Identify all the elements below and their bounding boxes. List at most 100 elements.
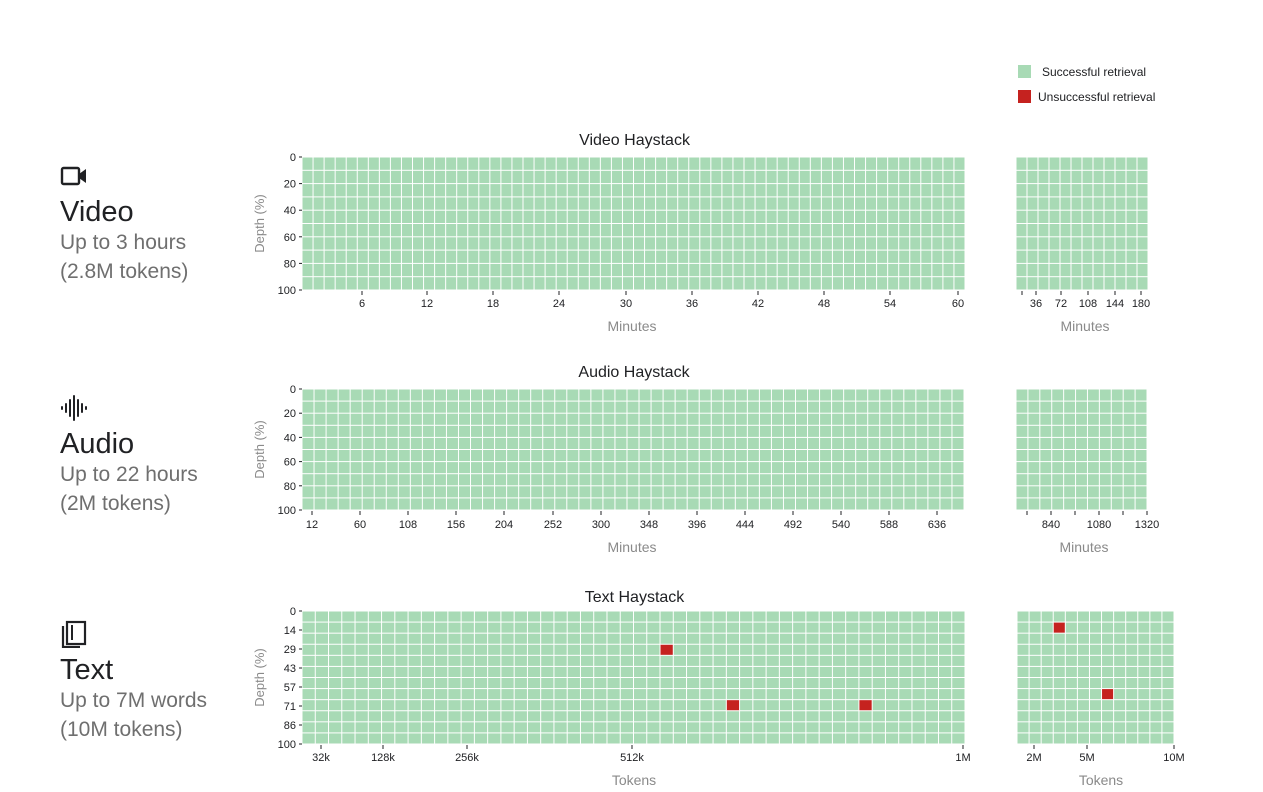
- cell-success: [395, 622, 408, 633]
- cell-success: [324, 210, 335, 223]
- cell-success: [591, 462, 603, 474]
- cell-success: [1029, 678, 1041, 689]
- cell-success: [783, 437, 795, 449]
- cell-success: [422, 474, 434, 486]
- cell-success: [925, 644, 938, 655]
- cell-success: [656, 184, 667, 197]
- cell-success: [634, 722, 647, 733]
- cell-success: [315, 666, 329, 677]
- cell-success: [647, 666, 660, 677]
- cell-success: [1104, 157, 1115, 170]
- cell-success: [490, 184, 501, 197]
- cell-success: [868, 474, 880, 486]
- cell-success: [302, 711, 315, 722]
- heatmap-panel-3: [1016, 389, 1148, 515]
- cell-success: [673, 689, 687, 700]
- cell-success: [342, 722, 355, 733]
- cell-success: [1029, 655, 1041, 666]
- cell-success: [357, 277, 368, 290]
- cell-success: [1126, 250, 1137, 263]
- cell-success: [753, 711, 766, 722]
- cell-success: [740, 644, 753, 655]
- cell-success: [507, 462, 519, 474]
- cell-success: [512, 250, 523, 263]
- cell-success: [673, 622, 687, 633]
- cell-success: [700, 678, 713, 689]
- cell-success: [408, 700, 421, 711]
- cell-success: [1150, 711, 1162, 722]
- cell-success: [567, 644, 580, 655]
- cell-success: [545, 224, 556, 237]
- cell-success: [567, 450, 579, 462]
- y-tick-label: 40: [284, 432, 296, 444]
- cell-success: [401, 170, 412, 184]
- cell-success: [368, 666, 382, 677]
- cell-success: [1111, 474, 1123, 486]
- cell-success: [766, 210, 777, 223]
- cell-success: [821, 224, 832, 237]
- cell-success: [1126, 678, 1138, 689]
- cell-success: [335, 157, 346, 170]
- cell-success: [1089, 711, 1102, 722]
- cell-success: [899, 197, 910, 210]
- cell-success: [1038, 250, 1049, 263]
- cell-success: [410, 462, 422, 474]
- cell-success: [1064, 462, 1076, 474]
- cell-success: [1049, 210, 1060, 223]
- cell-success: [355, 644, 368, 655]
- cell-success: [302, 401, 314, 413]
- cell-success: [928, 413, 940, 425]
- cell-success: [362, 486, 374, 498]
- cell-success: [846, 722, 859, 733]
- cell-success: [326, 486, 338, 498]
- cell-success: [379, 197, 390, 210]
- cell-success: [1099, 486, 1111, 498]
- cell-success: [740, 711, 753, 722]
- cell-success: [458, 498, 471, 510]
- cell-success: [1041, 666, 1053, 677]
- cell-success: [490, 277, 501, 290]
- cell-success: [810, 237, 821, 250]
- cell-success: [1150, 678, 1162, 689]
- cell-success: [326, 413, 338, 425]
- cell-success: [390, 210, 401, 223]
- cell-success: [346, 224, 357, 237]
- cell-success: [1115, 250, 1126, 263]
- cell-success: [899, 277, 910, 290]
- cell-success: [523, 210, 534, 223]
- cell-success: [1065, 611, 1077, 622]
- cell-success: [1150, 655, 1162, 666]
- cell-success: [892, 462, 904, 474]
- cell-success: [899, 644, 912, 655]
- cell-success: [938, 622, 952, 633]
- cell-success: [651, 498, 663, 510]
- cell-success: [634, 633, 647, 644]
- cell-success: [928, 474, 940, 486]
- cell-success: [302, 157, 313, 170]
- cell-success: [589, 277, 600, 290]
- cell-success: [687, 450, 699, 462]
- cell-success: [531, 401, 543, 413]
- y-tick-label: 0: [290, 152, 296, 164]
- cell-success: [859, 733, 872, 744]
- cell-success: [302, 184, 313, 197]
- cell-success: [777, 210, 788, 223]
- cell-success: [507, 437, 519, 449]
- cell-success: [620, 678, 633, 689]
- cell-success: [779, 633, 793, 644]
- cell-success: [1052, 462, 1064, 474]
- cell-success: [554, 711, 567, 722]
- cell-success: [1102, 678, 1114, 689]
- cell-success: [892, 389, 904, 401]
- cell-success: [892, 474, 904, 486]
- cell-success: [1115, 224, 1126, 237]
- cell-success: [554, 644, 567, 655]
- cell-success: [603, 437, 615, 449]
- cell-success: [735, 437, 747, 449]
- cell-success: [424, 263, 435, 277]
- cell-success: [759, 498, 771, 510]
- cell-success: [457, 157, 468, 170]
- cell-success: [932, 237, 943, 250]
- cell-success: [660, 711, 673, 722]
- cell-success: [1038, 157, 1049, 170]
